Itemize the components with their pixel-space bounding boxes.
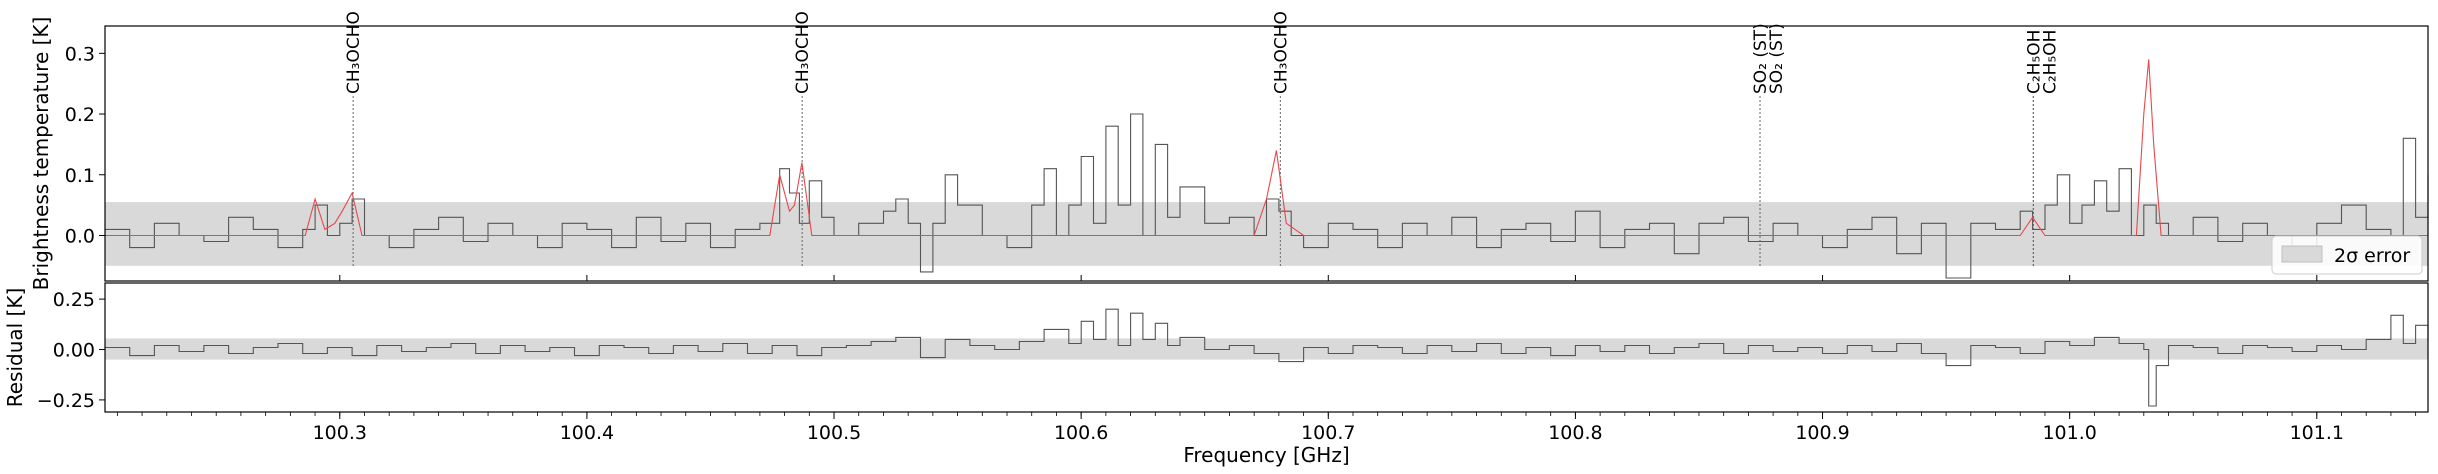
observed-spectrum-line <box>105 113 2429 279</box>
x-tick-label: 100.5 <box>807 422 861 444</box>
line-marker-label: C₂H₅OH <box>2040 30 2060 94</box>
y-tick-label: 0.1 <box>65 165 95 187</box>
residual-error-band <box>105 338 2428 360</box>
spectrum-x-ticks <box>339 275 2318 281</box>
x-tick-label: 100.8 <box>1548 422 1602 444</box>
residual-panel: −0.250.000.25 100.3 100.4 100.5 100.6 100.7 1… <box>3 282 2429 467</box>
x-tick-label: 100.7 <box>1301 422 1355 444</box>
model-spectrum-line <box>105 59 2428 237</box>
y-tick-label: 0.00 <box>53 340 95 362</box>
line-marker-label: SO₂ (ST) <box>1767 23 1787 94</box>
residual-axes-frame <box>104 282 2429 413</box>
line-marker-label: CH₃OCHO <box>344 11 364 94</box>
line-marker-label: C₂H₅OH <box>2024 30 2044 94</box>
x-tick-label: 100.9 <box>1795 422 1849 444</box>
y-tick-label: 0.3 <box>65 43 95 65</box>
spectrum-axes-frame <box>104 25 2429 282</box>
spectrum-panel: CH₃OCHO CH₃OCHO CH₃OCHO SO₂ (ST)SO₂ (ST) C₂H… <box>29 11 2429 291</box>
x-tick-label: 101.1 <box>2290 422 2344 444</box>
line-marker-label: SO₂ (ST) <box>1751 23 1771 94</box>
residual-y-axis-label: Residual [K] <box>3 288 27 408</box>
legend: 2σ error <box>2271 235 2423 275</box>
residual-x-ticks: 100.3 100.4 100.5 100.6 100.7 100.8 100.9 101.0… <box>116 412 2417 444</box>
x-tick-label: 100.4 <box>560 422 614 444</box>
spectrum-y-axis-label: Brightness temperature [K] <box>29 17 53 291</box>
x-tick-label: 100.3 <box>313 422 367 444</box>
y-tick-label: 0.2 <box>65 104 95 126</box>
x-axis-label: Frequency [GHz] <box>1183 443 1349 467</box>
line-marker-label: CH₃OCHO <box>1271 11 1291 94</box>
x-tick-label: 100.6 <box>1054 422 1108 444</box>
residual-line <box>105 308 2429 407</box>
y-tick-label: 0.25 <box>53 289 95 311</box>
residual-y-ticks: −0.25 0.00 0.25 <box>37 289 105 412</box>
x-tick-label: 101.0 <box>2042 422 2096 444</box>
legend-swatch-error-band <box>2281 245 2323 263</box>
y-tick-label: −0.25 <box>37 390 95 412</box>
line-marker-label: CH₃OCHO <box>793 11 813 94</box>
line-markers: CH₃OCHO CH₃OCHO CH₃OCHO SO₂ (ST)SO₂ (ST) C₂H… <box>344 11 2060 266</box>
spectrum-y-ticks: 0.0 0.1 0.2 0.3 <box>65 43 105 247</box>
legend-entry-error-band: 2σ error <box>2334 245 2410 267</box>
y-tick-label: 0.0 <box>65 225 95 247</box>
